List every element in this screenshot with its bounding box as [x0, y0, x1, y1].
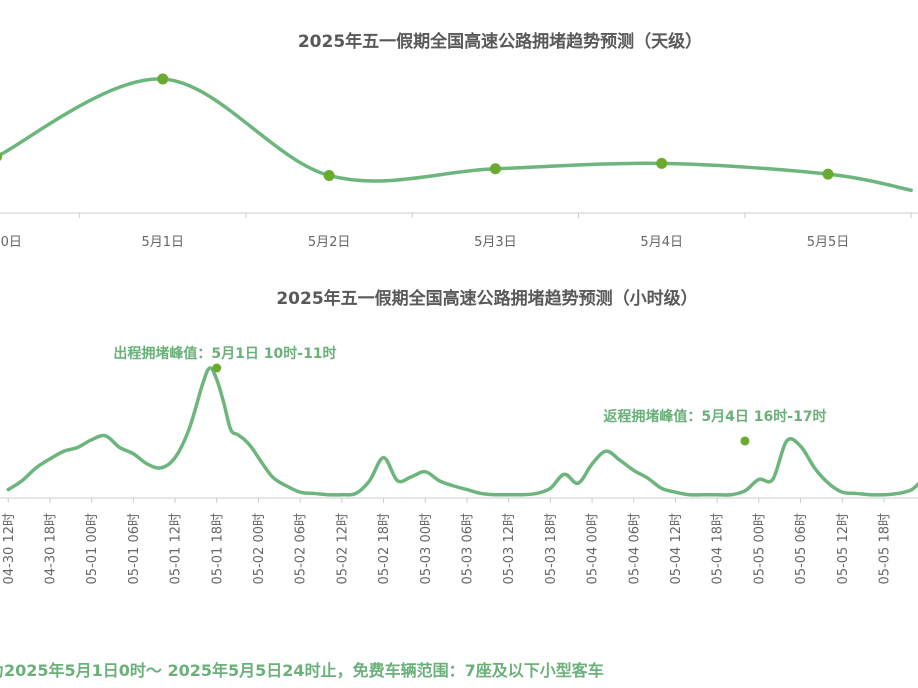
hourly-x-ticks: [7, 498, 885, 503]
hourly-x-tick-label: 05-04 06时: [627, 513, 642, 584]
daily-x-tick-label: 5月1日: [142, 235, 185, 250]
hourly-x-tick-label: 05-02 18时: [377, 513, 392, 584]
daily-x-tick-label: 5月4日: [640, 235, 683, 250]
hourly-chart-title: 2025年五一假期全国高速公路拥堵趋势预测（小时级）: [276, 288, 697, 309]
hourly-x-tick-label: 05-03 12时: [502, 513, 517, 584]
daily-series-line: [0, 77, 913, 192]
daily-x-labels: 4月30日 5月1日 5月2日 5月3日 5月4日 5月5日: [0, 235, 849, 250]
daily-x-tick-label: 4月30日: [0, 235, 22, 250]
hourly-x-tick-label: 05-01 06时: [127, 513, 142, 584]
daily-x-tick-label: 5月2日: [308, 235, 351, 250]
hourly-x-tick-label: 04-30 18时: [43, 513, 58, 584]
hourly-x-tick-label: 05-03 00时: [419, 513, 434, 584]
hourly-x-tick-label: 05-01 18时: [210, 513, 225, 584]
hourly-x-tick-label: 05-04 12时: [669, 513, 684, 584]
hourly-x-tick-label: 05-02 00时: [252, 513, 267, 584]
footer-note: 为2025年5月1日0时～ 2025年5月5日24时止，免费车辆范围：7座及以下…: [0, 661, 604, 680]
hourly-x-tick-label: 05-02 06时: [294, 513, 309, 584]
hourly-x-tick-label: 05-02 12时: [335, 513, 350, 584]
daily-data-point: [656, 157, 668, 169]
hourly-x-labels: 04-30 12时 04-30 18时 05-01 00时 05-01 06时 05-0…: [2, 513, 893, 584]
daily-data-point: [822, 168, 834, 180]
daily-x-tick-label: 5月3日: [474, 235, 517, 250]
daily-data-point: [323, 169, 335, 181]
daily-data-point: [157, 73, 169, 85]
hourly-x-tick-label: 05-05 06时: [794, 513, 809, 584]
daily-points: [0, 73, 834, 181]
daily-x-ticks: [79, 213, 912, 218]
hourly-x-tick-label: 05-04 18时: [711, 513, 726, 584]
outbound-peak-label: 出程拥堵峰值：5月1日 10时-11时: [113, 345, 336, 362]
hourly-x-tick-label: 05-05 18时: [877, 513, 892, 584]
daily-data-point: [489, 163, 501, 175]
hourly-x-tick-label: 05-05 00时: [752, 513, 767, 584]
hourly-x-tick-label: 05-03 06时: [460, 513, 475, 584]
hourly-x-tick-label: 05-03 18时: [544, 513, 559, 584]
hourly-x-tick-label: 05-01 00时: [85, 513, 100, 584]
hourly-chart: 2025年五一假期全国高速公路拥堵趋势预测（小时级） 04-30 12时 04-3…: [0, 288, 918, 584]
return-peak-point: [740, 436, 750, 446]
hourly-x-tick-label: 04-30 12时: [2, 513, 17, 584]
outbound-peak-point: [212, 363, 222, 373]
daily-data-point: [0, 152, 2, 161]
hourly-x-tick-label: 05-05 12时: [836, 513, 851, 584]
daily-x-tick-label: 5月5日: [807, 235, 850, 250]
hourly-series-line: [6, 366, 918, 497]
hourly-x-tick-label: 05-04 00时: [586, 513, 601, 584]
return-peak-label: 返程拥堵峰值：5月4日 16时-17时: [603, 408, 826, 425]
hourly-highlights: 出程拥堵峰值：5月1日 10时-11时 返程拥堵峰值：5月4日 16时-17时: [113, 345, 827, 446]
daily-chart-title: 2025年五一假期全国高速公路拥堵趋势预测（天级）: [298, 31, 702, 52]
daily-chart: 2025年五一假期全国高速公路拥堵趋势预测（天级） 4月30日 5月1日 5月2日 5…: [0, 31, 918, 250]
hourly-x-tick-label: 05-01 12时: [169, 513, 184, 584]
